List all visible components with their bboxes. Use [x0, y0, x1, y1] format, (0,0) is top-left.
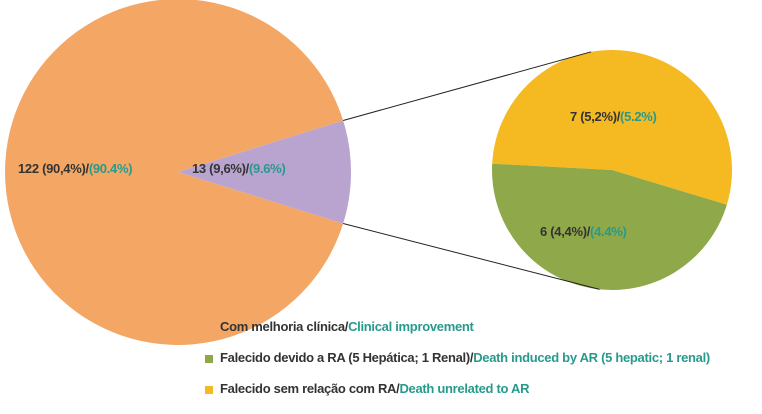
- legend-label: Falecido sem relação com RA/Death unrela…: [220, 381, 530, 396]
- legend-swatch: [205, 386, 213, 394]
- data-label-en: (90.4%): [89, 161, 132, 176]
- legend-label-en: Death induced by AR (5 hepatic; 1 renal): [473, 350, 710, 365]
- data-label: 7 (5,2%)/(5.2%): [570, 109, 657, 124]
- legend-swatch: [205, 324, 213, 332]
- data-label-pt: 122 (90,4%)/: [18, 161, 90, 176]
- data-label: 13 (9,6%)/(9.6%): [192, 161, 285, 176]
- legend-label-en: Clinical improvement: [348, 319, 474, 334]
- pie-slice: [492, 163, 727, 290]
- data-label-pt: 13 (9,6%)/: [192, 161, 250, 176]
- legend-label: Falecido devido a RA (5 Hepática; 1 Rena…: [220, 350, 710, 365]
- data-label-pt: 6 (4,4%)/: [540, 224, 591, 239]
- legend-label-pt: Falecido sem relação com RA/: [220, 381, 400, 396]
- legend-label-en: Death unrelated to AR: [399, 381, 530, 396]
- connector-line: [343, 223, 600, 290]
- pie-slice: [5, 0, 344, 345]
- pie-slice: [492, 49, 732, 205]
- data-label-en: (5.2%): [620, 109, 657, 124]
- legend-label: Com melhoria clínica/Clinical improvemen…: [220, 319, 475, 334]
- data-label-en: (4.4%): [590, 224, 627, 239]
- data-label: 122 (90,4%)/(90.4%): [18, 161, 132, 176]
- legend-swatch: [205, 355, 213, 363]
- data-label-pt: 7 (5,2%)/: [570, 109, 621, 124]
- legend-label-pt: Falecido devido a RA (5 Hepática; 1 Rena…: [220, 350, 474, 365]
- pie-slice: [178, 120, 351, 224]
- data-label: 6 (4,4%)/(4.4%): [540, 224, 627, 239]
- legend-label-pt: Com melhoria clínica/: [220, 319, 349, 334]
- connector-line: [343, 51, 592, 121]
- data-label-en: (9.6%): [249, 161, 286, 176]
